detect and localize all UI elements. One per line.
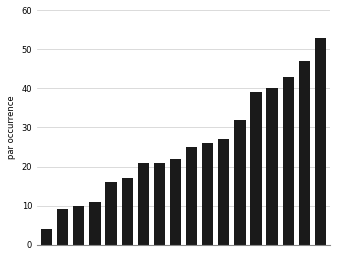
Bar: [250, 92, 262, 245]
Bar: [154, 163, 165, 245]
Bar: [234, 120, 246, 245]
Bar: [186, 147, 197, 245]
Bar: [122, 178, 133, 245]
Bar: [41, 229, 52, 245]
Bar: [202, 143, 213, 245]
Bar: [282, 77, 294, 245]
Bar: [73, 206, 85, 245]
Y-axis label: par occurrence: par occurrence: [7, 96, 16, 159]
Bar: [57, 209, 68, 245]
Bar: [89, 202, 100, 245]
Bar: [170, 159, 181, 245]
Bar: [299, 61, 310, 245]
Bar: [267, 88, 278, 245]
Bar: [218, 139, 229, 245]
Bar: [105, 182, 117, 245]
Bar: [315, 38, 326, 245]
Bar: [137, 163, 149, 245]
